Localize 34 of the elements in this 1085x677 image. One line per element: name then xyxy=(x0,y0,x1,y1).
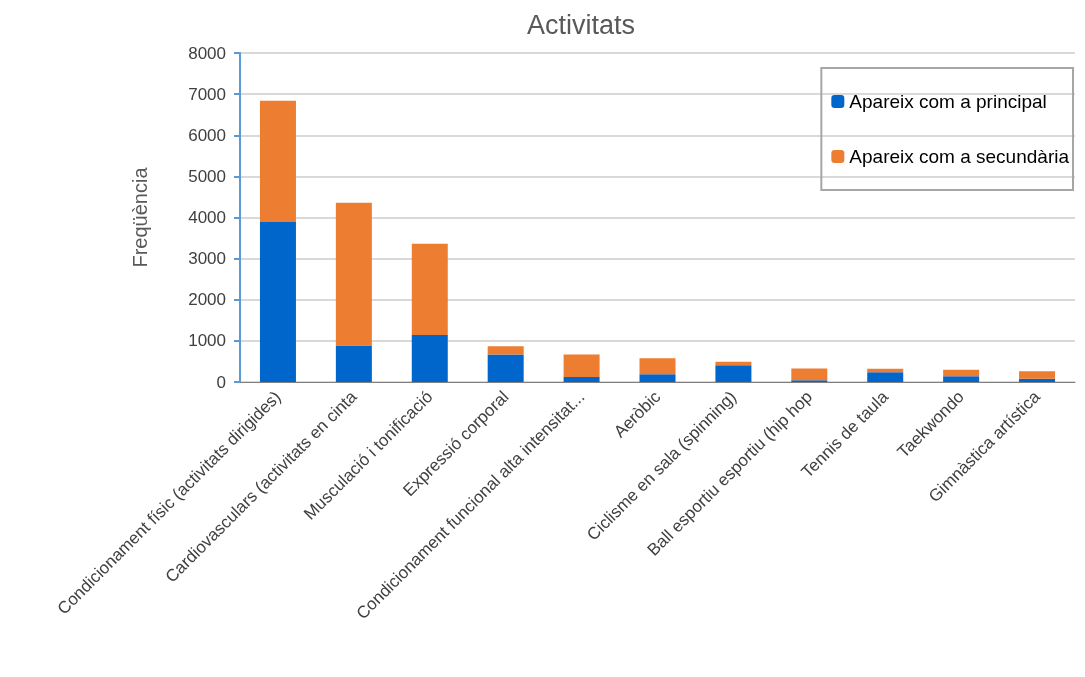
bar xyxy=(791,368,828,381)
legend-label: Apareix com a secundària xyxy=(849,146,1070,167)
bar xyxy=(563,377,600,382)
y-tick-label: 3000 xyxy=(188,249,226,269)
bar xyxy=(259,222,296,382)
bar xyxy=(259,100,296,223)
y-tick-label: 2000 xyxy=(188,290,226,310)
bar xyxy=(411,243,448,336)
legend-label: Apareix com a principal xyxy=(849,91,1047,112)
bar xyxy=(867,372,904,382)
bar xyxy=(487,346,524,355)
y-tick-label: 5000 xyxy=(188,166,226,186)
bar xyxy=(867,368,904,373)
y-tick-label: 8000 xyxy=(188,43,226,63)
y-tick-label: 0 xyxy=(216,372,226,392)
bar xyxy=(639,374,676,382)
bar xyxy=(943,369,980,377)
bar xyxy=(487,354,524,382)
y-tick-label: 4000 xyxy=(188,208,226,227)
bar xyxy=(563,354,600,378)
bar xyxy=(1019,378,1056,382)
bar xyxy=(411,335,448,382)
y-tick-label: 6000 xyxy=(188,125,226,145)
y-tick-label: 1000 xyxy=(188,331,226,351)
bar xyxy=(335,345,372,382)
bar xyxy=(943,376,980,382)
y-axis-title: Freqüència xyxy=(129,166,151,268)
bar xyxy=(639,358,676,375)
chart-title: Activitats xyxy=(526,9,636,40)
bar xyxy=(1019,371,1056,379)
bar xyxy=(715,365,752,382)
y-tick-label: 7000 xyxy=(188,84,226,104)
bar xyxy=(335,202,372,346)
bar xyxy=(715,361,752,366)
